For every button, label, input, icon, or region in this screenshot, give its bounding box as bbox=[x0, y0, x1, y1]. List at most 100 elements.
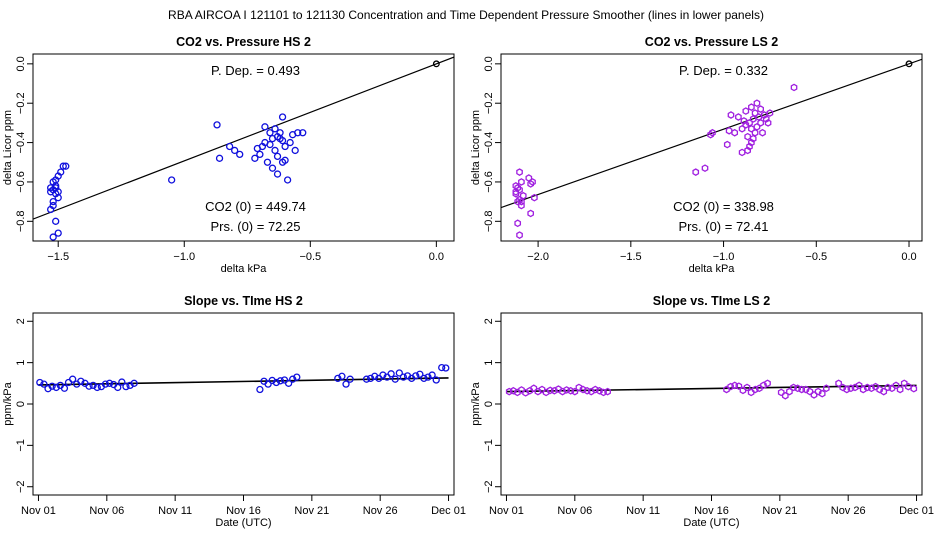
y-tick-label: −0.2 bbox=[15, 92, 27, 114]
data-point bbox=[281, 142, 289, 151]
data-point bbox=[278, 136, 287, 145]
data-point bbox=[529, 178, 536, 186]
data-point bbox=[512, 182, 520, 190]
data-point bbox=[744, 146, 751, 155]
data-point bbox=[281, 156, 289, 164]
y-tick-label: 1 bbox=[15, 360, 27, 366]
data-point bbox=[757, 105, 764, 113]
data-point bbox=[52, 383, 60, 392]
y-tick-label: −0.8 bbox=[15, 210, 27, 232]
y-tick-label: −0.6 bbox=[483, 171, 495, 193]
y-tick-label: −0.4 bbox=[483, 132, 495, 154]
data-point bbox=[814, 387, 822, 396]
data-point bbox=[268, 376, 276, 385]
data-point bbox=[60, 384, 69, 392]
data-point bbox=[273, 170, 282, 178]
data-point bbox=[748, 103, 755, 112]
data-point bbox=[68, 375, 77, 383]
y-tick-label: 0.0 bbox=[483, 56, 495, 71]
pressure-zero-label: Prs. (0) = 72.41 bbox=[679, 219, 769, 234]
x-axis-label: delta kPa bbox=[221, 263, 268, 275]
data-point bbox=[49, 233, 57, 241]
panels: CO2 vs. Pressure HS 2 −1.5 −1.0 −0.5 0.0 0.0 −… bbox=[2, 35, 934, 529]
y-tick-label: −0.8 bbox=[483, 210, 495, 232]
data-point bbox=[272, 378, 280, 387]
x-tick-label: −2.0 bbox=[527, 251, 549, 263]
data-point bbox=[371, 372, 379, 380]
data-point bbox=[516, 195, 523, 204]
data-point bbox=[764, 379, 771, 388]
data-point bbox=[342, 380, 350, 388]
data-point bbox=[759, 128, 766, 137]
data-point bbox=[62, 162, 70, 170]
data-point bbox=[284, 379, 293, 387]
data-point bbox=[749, 134, 757, 143]
y-tick-label: 0 bbox=[15, 401, 27, 407]
data-point bbox=[276, 377, 285, 385]
data-point bbox=[85, 382, 93, 390]
data-point bbox=[114, 383, 122, 392]
data-point bbox=[59, 162, 67, 170]
plot-area bbox=[505, 379, 918, 400]
data-point bbox=[54, 188, 62, 196]
x-tick-label: −1.0 bbox=[173, 251, 195, 263]
data-point bbox=[835, 379, 842, 388]
plot-area bbox=[501, 58, 922, 239]
data-point bbox=[739, 386, 747, 395]
data-point bbox=[231, 146, 239, 155]
data-point bbox=[859, 385, 867, 394]
y-axis-label: ppm/kPa bbox=[2, 381, 14, 425]
data-point bbox=[888, 384, 896, 393]
data-point bbox=[748, 138, 755, 147]
data-point bbox=[264, 380, 272, 388]
data-point bbox=[126, 381, 134, 390]
data-point bbox=[89, 381, 97, 390]
y-tick-label: 1 bbox=[483, 360, 495, 366]
data-point bbox=[790, 83, 798, 92]
x-tick-label: Nov 26 bbox=[831, 505, 866, 517]
data-point bbox=[338, 372, 346, 380]
data-point bbox=[905, 382, 912, 391]
data-point bbox=[600, 388, 607, 397]
data-point bbox=[550, 386, 558, 395]
data-point bbox=[420, 374, 428, 383]
reference-point bbox=[432, 60, 440, 68]
data-point bbox=[519, 191, 527, 200]
x-tick-label: −0.5 bbox=[805, 251, 827, 263]
data-point bbox=[751, 128, 759, 137]
data-point bbox=[530, 384, 538, 393]
data-point bbox=[105, 379, 114, 387]
data-point bbox=[101, 380, 110, 388]
data-point bbox=[701, 164, 709, 173]
chart-slope-time-ls2: Slope vs. TIme LS 2 Nov 01 Nov 06 Nov 11 Nov… bbox=[470, 294, 934, 529]
data-point bbox=[747, 388, 755, 397]
chart-title: CO2 vs. Pressure HS 2 bbox=[176, 35, 311, 49]
x-tick-label: 0.0 bbox=[901, 251, 916, 263]
data-point bbox=[225, 142, 234, 151]
data-point bbox=[379, 371, 387, 379]
y-tick-label: −0.6 bbox=[15, 171, 27, 193]
data-point bbox=[118, 378, 126, 386]
data-point bbox=[596, 386, 603, 395]
x-tick-label: −1.0 bbox=[713, 251, 735, 263]
y-tick-label: 2 bbox=[15, 318, 27, 324]
data-point bbox=[847, 384, 855, 393]
data-point bbox=[738, 148, 746, 157]
chart-slope-time-hs2: Slope vs. TIme HS 2 Nov 01 Nov 06 Nov 11 Nov… bbox=[2, 294, 466, 529]
y-axis-label: delta Licor ppm bbox=[470, 110, 482, 185]
plot-frame bbox=[32, 312, 455, 496]
y-tick-label: 0.0 bbox=[15, 56, 27, 71]
data-point bbox=[760, 381, 767, 390]
data-point bbox=[57, 168, 65, 176]
y-tick-label: −0.2 bbox=[483, 92, 495, 114]
x-tick-label: −1.5 bbox=[620, 251, 642, 263]
y-axis-label: delta Licor ppm bbox=[2, 110, 14, 185]
data-point bbox=[735, 382, 743, 391]
data-point bbox=[213, 121, 221, 129]
data-point bbox=[818, 389, 826, 398]
data-point bbox=[268, 164, 277, 172]
data-point bbox=[587, 387, 595, 396]
data-point bbox=[256, 150, 264, 159]
data-point bbox=[727, 382, 734, 391]
data-point bbox=[273, 133, 282, 141]
